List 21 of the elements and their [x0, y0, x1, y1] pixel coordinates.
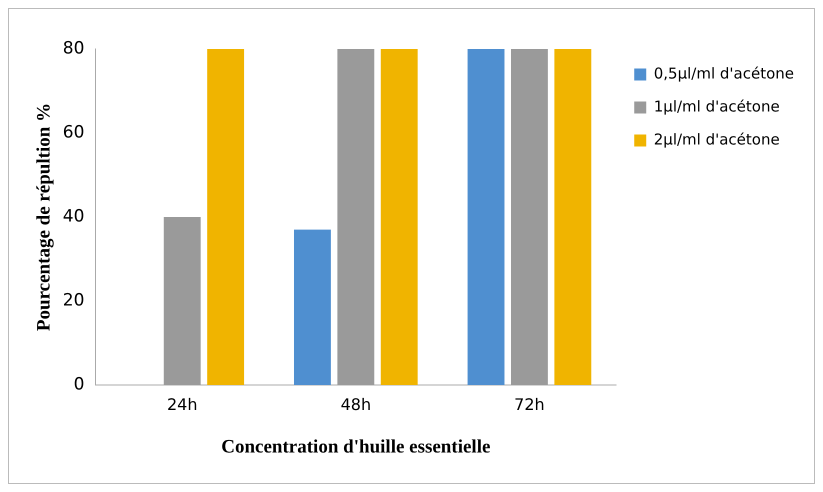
bar — [380, 49, 418, 385]
x-tick-label: 48h — [340, 394, 372, 414]
bar — [510, 49, 548, 385]
bar — [164, 217, 201, 385]
x-axis-title: Concentration d'huille essentielle — [221, 436, 490, 458]
bar — [207, 49, 244, 385]
bar — [554, 49, 592, 385]
x-tick-label: 72h — [514, 394, 545, 414]
legend-label: 0,5µl/ml d'acétone — [654, 64, 794, 82]
bar — [294, 230, 331, 385]
y-tick-label: 40 — [62, 206, 84, 226]
bar — [468, 49, 504, 385]
bar — [337, 49, 374, 385]
x-tick-label: 24h — [166, 394, 198, 414]
y-tick-label: 80 — [62, 38, 84, 58]
y-axis-title: Pourcentage de répultion % — [33, 102, 54, 332]
legend-label: 1µl/ml d'acétone — [654, 97, 780, 116]
y-tick-label: 60 — [62, 122, 84, 142]
y-tick-label: 20 — [62, 290, 84, 310]
y-tick-label: 0 — [74, 374, 84, 394]
legend-label: 2µl/ml d'acétone — [654, 130, 780, 148]
